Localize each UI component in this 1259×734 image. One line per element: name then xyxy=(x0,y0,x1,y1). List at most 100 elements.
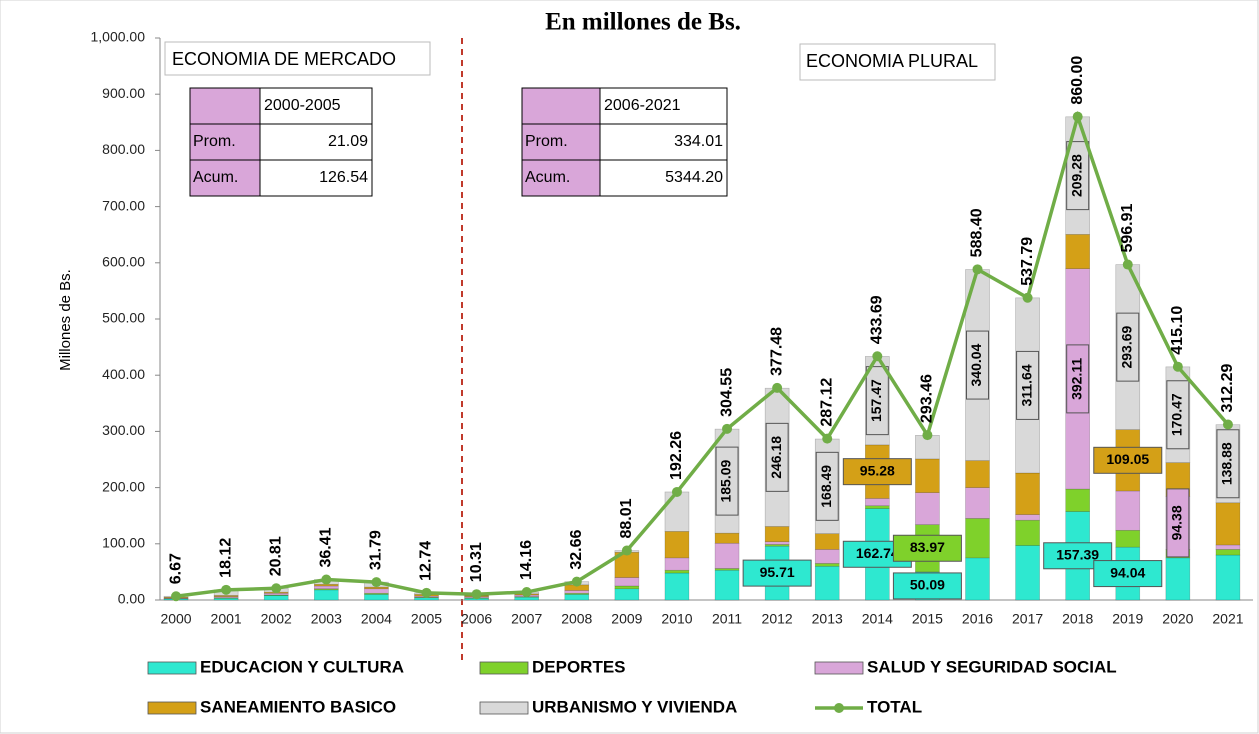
x-tick-label: 2016 xyxy=(962,611,993,627)
annotation-box xyxy=(164,41,431,76)
table-row-label: Prom. xyxy=(193,133,236,150)
total-point xyxy=(571,576,582,587)
table-cell xyxy=(521,159,601,197)
bar-segment xyxy=(1215,554,1241,601)
table-cell xyxy=(599,159,728,197)
label-box xyxy=(865,366,889,436)
data-label: 95.28 xyxy=(860,462,895,478)
bar-segment xyxy=(1215,549,1241,556)
bar-segment xyxy=(1115,490,1141,531)
bar-segment xyxy=(614,577,640,587)
data-label: 95.71 xyxy=(760,564,795,580)
x-tick-label: 2012 xyxy=(762,611,793,627)
bar-segment xyxy=(314,585,339,590)
bar-segment xyxy=(664,491,690,532)
y-tick-label: 100.00 xyxy=(102,535,145,551)
data-label: 157.39 xyxy=(1056,546,1099,562)
data-label: 392.11 xyxy=(1068,358,1084,400)
x-tick-label: 2008 xyxy=(561,611,592,627)
bar-segment xyxy=(1015,472,1040,515)
label-box xyxy=(742,559,812,587)
bar-segment xyxy=(814,565,840,601)
total-label: 20.81 xyxy=(267,536,284,576)
label-box xyxy=(1093,446,1163,474)
data-label: 94.38 xyxy=(1169,505,1185,540)
y-tick-label: 300.00 xyxy=(102,422,145,438)
bar-segment xyxy=(1115,529,1141,548)
table-cell xyxy=(189,123,261,161)
x-tick-label: 2004 xyxy=(361,611,392,627)
total-point xyxy=(671,486,682,497)
data-label: 109.05 xyxy=(1106,451,1149,467)
table-value: 126.54 xyxy=(319,169,368,186)
x-tick-label: 2014 xyxy=(862,611,893,627)
bar-segment xyxy=(664,572,690,601)
y-tick-label: 0.00 xyxy=(118,591,145,607)
data-label: 209.28 xyxy=(1068,154,1084,197)
total-label: 304.55 xyxy=(718,368,735,417)
label-box xyxy=(966,330,989,400)
total-point xyxy=(822,433,833,444)
table-cell xyxy=(189,159,261,197)
data-label: 83.97 xyxy=(910,539,945,555)
data-label: 94.04 xyxy=(1110,564,1145,580)
bar-segment xyxy=(564,590,590,594)
total-label: 596.91 xyxy=(1119,203,1136,252)
total-label: 192.26 xyxy=(668,431,685,480)
total-point xyxy=(621,545,632,556)
legend-swatch xyxy=(147,701,197,715)
label-box xyxy=(1066,344,1090,414)
data-label: 340.04 xyxy=(968,343,984,386)
bar-segment xyxy=(314,589,339,601)
bar-segment xyxy=(714,568,740,571)
total-label: 6.67 xyxy=(167,553,184,584)
total-point xyxy=(1172,361,1183,372)
bar-segment xyxy=(764,526,790,543)
label-box xyxy=(1066,141,1090,211)
bar-segment xyxy=(1165,557,1191,601)
bar-segment xyxy=(965,460,990,488)
total-label: 10.31 xyxy=(468,542,485,582)
x-tick-label: 2018 xyxy=(1062,611,1093,627)
label-box xyxy=(1166,488,1190,558)
table-row-label: Acum. xyxy=(525,169,570,186)
legend-label: SANEAMIENTO BASICO xyxy=(200,697,396,716)
bar-segment xyxy=(364,588,389,594)
label-box xyxy=(815,451,839,521)
label-box xyxy=(1016,350,1040,420)
annotation: ECONOMIA PLURAL xyxy=(806,51,978,71)
bar-segment xyxy=(714,542,740,569)
total-point xyxy=(1222,419,1233,430)
label-box xyxy=(1166,380,1190,450)
table-value: 21.09 xyxy=(328,133,368,150)
bar-segment xyxy=(965,487,990,519)
legend-label: URBANISMO Y VIVIENDA xyxy=(532,697,737,716)
bar-segment xyxy=(664,569,690,574)
x-tick-label: 2020 xyxy=(1162,611,1193,627)
bar-segment xyxy=(814,549,840,564)
data-label: 50.09 xyxy=(910,577,945,593)
total-point xyxy=(321,574,332,585)
total-label: 36.41 xyxy=(318,527,335,567)
total-label: 433.69 xyxy=(869,295,886,344)
total-point xyxy=(471,589,482,600)
y-tick-label: 400.00 xyxy=(102,366,145,382)
bar-segment xyxy=(714,569,740,601)
data-label: 168.49 xyxy=(818,465,834,508)
label-box xyxy=(1093,560,1163,588)
label-box xyxy=(892,572,962,600)
y-tick-label: 700.00 xyxy=(102,197,145,213)
table-cell xyxy=(259,159,373,197)
total-label: 287.12 xyxy=(818,378,835,427)
total-line xyxy=(175,110,1230,598)
legend-swatch xyxy=(479,701,529,715)
total-point xyxy=(1022,292,1033,303)
bar-segment xyxy=(1015,545,1040,601)
bar-segment xyxy=(263,595,289,601)
total-point xyxy=(922,430,933,441)
bar-segment xyxy=(1015,514,1040,521)
table-cell xyxy=(189,87,261,125)
bar-segment xyxy=(915,458,940,493)
label-box xyxy=(1116,312,1140,382)
total-point xyxy=(221,584,232,595)
